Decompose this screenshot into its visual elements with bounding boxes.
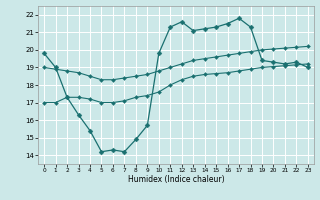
X-axis label: Humidex (Indice chaleur): Humidex (Indice chaleur)	[128, 175, 224, 184]
